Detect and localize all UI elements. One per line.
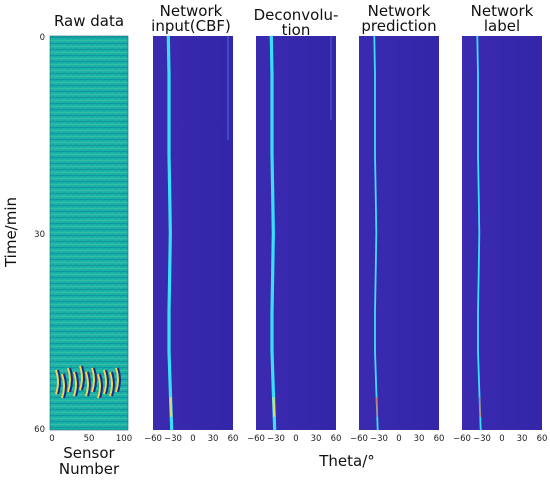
theta-tick-prediction-0: −60 <box>350 434 368 444</box>
theta-tick-cbf-2: 0 <box>190 434 195 444</box>
panel-deconvolution-map <box>256 36 336 430</box>
panel-title-deconv-line2: tion <box>282 21 311 39</box>
theta-tick-prediction-3: 30 <box>414 434 425 444</box>
theta-tick-prediction-2: 0 <box>396 434 401 444</box>
track-highlight-deconvolution-3 <box>272 397 276 417</box>
panel-title-deconv-line1: Deconvolu- <box>254 6 339 24</box>
track-highlight-prediction-3 <box>375 397 378 417</box>
theta-tick-deconvolution-4: 60 <box>331 434 342 444</box>
y-axis-label: Time/min <box>2 197 20 268</box>
source-track-label <box>476 35 482 431</box>
theta-tick-label-4: 60 <box>537 434 548 444</box>
theta-tick-cbf-3: 30 <box>208 434 219 444</box>
theta-tick-label-2: 0 <box>499 434 504 444</box>
raw-data-wavefront-artifacts <box>55 365 121 399</box>
source-track-cbf <box>166 35 174 431</box>
raw-x-label-line1: Sensor <box>63 444 115 462</box>
theta-tick-label-3: 30 <box>517 434 528 444</box>
theta-tick-cbf-1: −30 <box>164 434 182 444</box>
y-tick-60: 60 <box>34 425 45 435</box>
panel-title-cbf-line1: Network <box>160 2 223 20</box>
panel-label-map <box>462 36 542 430</box>
raw-x-tick-100: 100 <box>116 434 132 444</box>
theta-tick-prediction-1: −30 <box>370 434 388 444</box>
raw-x-tick-50: 50 <box>84 434 95 444</box>
panel-title-pred-line1: Network <box>368 2 431 20</box>
theta-tick-deconvolution-1: −30 <box>267 434 285 444</box>
source-track-prediction <box>373 35 379 431</box>
theta-tick-prediction-4: 60 <box>434 434 445 444</box>
theta-tick-deconvolution-2: 0 <box>293 434 298 444</box>
panel-title-label-line2: label <box>484 17 520 35</box>
panel-title-raw: Raw data <box>54 12 124 30</box>
panel-title-label-line1: Network <box>471 2 534 20</box>
raw-x-label-line2: Number <box>59 460 120 478</box>
raw-x-tick-0: 0 <box>49 434 54 444</box>
panel-cbf-map <box>153 36 233 430</box>
panel-title-cbf-line2: input(CBF) <box>151 17 231 35</box>
panel-title-pred-line2: prediction <box>361 17 436 35</box>
panel-prediction-map <box>359 36 439 430</box>
y-tick-0: 0 <box>40 33 45 43</box>
y-tick-30: 30 <box>34 230 45 240</box>
theta-tick-label-1: −30 <box>473 434 491 444</box>
theta-tick-deconvolution-0: −60 <box>247 434 265 444</box>
theta-tick-cbf-4: 60 <box>228 434 239 444</box>
raw-data-panel <box>49 35 129 431</box>
theta-tick-cbf-0: −60 <box>144 434 162 444</box>
track-highlight-cbf-3 <box>169 397 173 417</box>
source-track-deconvolution <box>269 35 277 431</box>
x-axis-label: Theta/° <box>318 452 375 470</box>
track-highlight-label-3 <box>478 397 481 417</box>
theta-tick-label-0: −60 <box>453 434 471 444</box>
theta-tick-deconvolution-3: 30 <box>311 434 322 444</box>
